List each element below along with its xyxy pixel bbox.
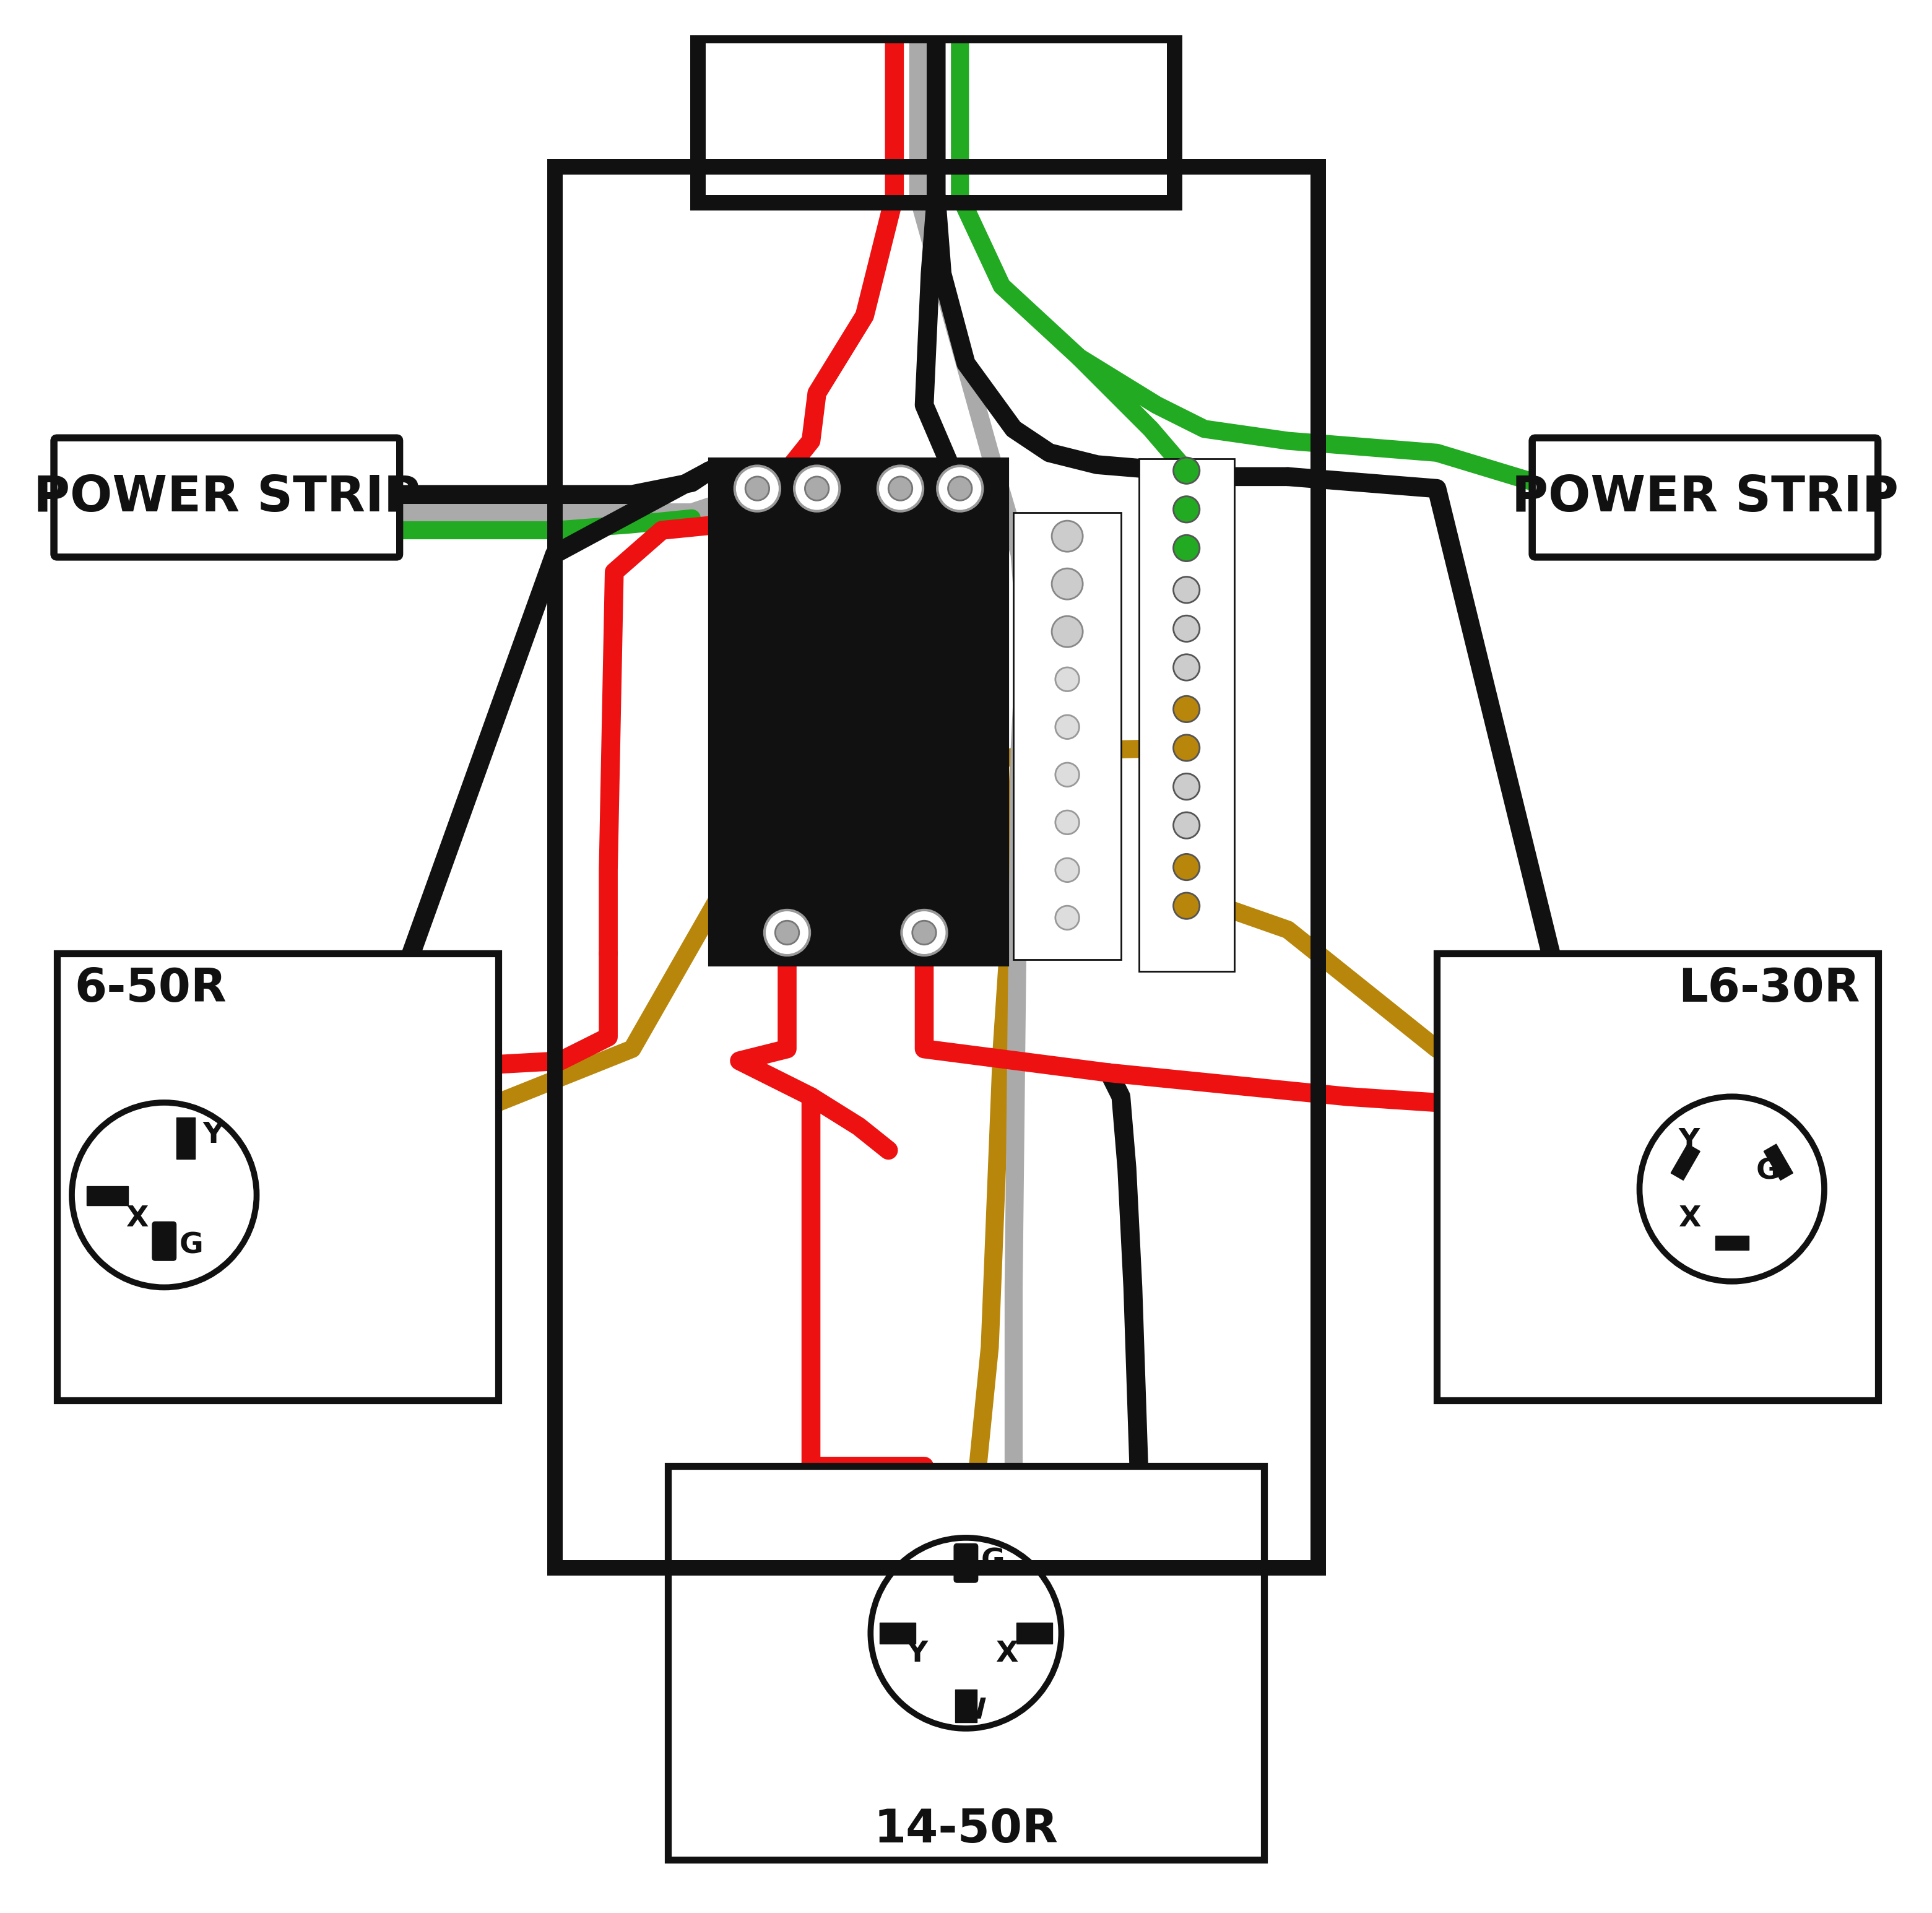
- Circle shape: [949, 476, 972, 501]
- Circle shape: [902, 911, 947, 955]
- Circle shape: [1051, 616, 1082, 647]
- Circle shape: [1173, 495, 1200, 522]
- Circle shape: [1051, 520, 1082, 551]
- Circle shape: [1055, 763, 1080, 786]
- Circle shape: [1173, 735, 1200, 761]
- Circle shape: [937, 467, 983, 511]
- FancyBboxPatch shape: [697, 36, 1175, 203]
- Bar: [87, 1186, 128, 1205]
- Circle shape: [1055, 859, 1080, 882]
- FancyBboxPatch shape: [1138, 459, 1235, 972]
- Circle shape: [775, 920, 800, 945]
- Text: G: G: [180, 1232, 203, 1259]
- Text: X: X: [126, 1205, 149, 1232]
- FancyBboxPatch shape: [668, 1465, 1264, 1859]
- Circle shape: [871, 1538, 1061, 1729]
- Circle shape: [1173, 457, 1200, 484]
- Bar: [1016, 1622, 1053, 1643]
- Circle shape: [746, 476, 769, 501]
- Circle shape: [765, 911, 810, 955]
- Circle shape: [1173, 893, 1200, 918]
- Circle shape: [877, 467, 923, 511]
- Circle shape: [794, 467, 840, 511]
- Text: POWER STRIP: POWER STRIP: [33, 473, 419, 522]
- Circle shape: [1640, 1096, 1824, 1282]
- FancyBboxPatch shape: [153, 1222, 176, 1261]
- Text: 14-50R: 14-50R: [873, 1808, 1059, 1852]
- Text: G: G: [1756, 1157, 1779, 1184]
- Circle shape: [1055, 907, 1080, 930]
- FancyBboxPatch shape: [954, 1544, 978, 1582]
- FancyBboxPatch shape: [1437, 953, 1878, 1400]
- Circle shape: [1055, 715, 1080, 738]
- Bar: [954, 1689, 978, 1722]
- Text: W: W: [954, 1697, 985, 1724]
- Text: G: G: [981, 1548, 1005, 1576]
- Bar: [1764, 1144, 1793, 1180]
- Circle shape: [1173, 853, 1200, 880]
- FancyBboxPatch shape: [56, 953, 498, 1400]
- Bar: [1671, 1144, 1700, 1180]
- Circle shape: [806, 476, 829, 501]
- Circle shape: [1055, 524, 1080, 549]
- Circle shape: [734, 467, 781, 511]
- FancyBboxPatch shape: [1014, 513, 1121, 960]
- Text: X: X: [1679, 1205, 1700, 1232]
- Circle shape: [912, 920, 937, 945]
- Circle shape: [71, 1102, 257, 1287]
- Circle shape: [1173, 813, 1200, 838]
- Bar: [1716, 1236, 1748, 1249]
- Text: Y: Y: [203, 1121, 224, 1150]
- Text: 6-50R: 6-50R: [75, 966, 226, 1012]
- Circle shape: [1055, 572, 1080, 595]
- Bar: [879, 1622, 916, 1643]
- Circle shape: [1173, 536, 1200, 561]
- Circle shape: [1055, 811, 1080, 834]
- Circle shape: [1055, 668, 1080, 691]
- Circle shape: [889, 476, 912, 501]
- FancyBboxPatch shape: [709, 459, 1009, 966]
- Circle shape: [1051, 568, 1082, 599]
- Circle shape: [1173, 616, 1200, 641]
- Circle shape: [1055, 620, 1080, 643]
- Text: Y: Y: [906, 1639, 927, 1668]
- Circle shape: [1173, 696, 1200, 723]
- FancyBboxPatch shape: [554, 166, 1318, 1567]
- Bar: [176, 1117, 195, 1159]
- Text: Y: Y: [1679, 1127, 1700, 1155]
- Circle shape: [1173, 654, 1200, 681]
- Text: L6-30R: L6-30R: [1679, 966, 1861, 1012]
- FancyBboxPatch shape: [1532, 438, 1878, 557]
- Text: POWER STRIP: POWER STRIP: [1511, 473, 1899, 522]
- Circle shape: [1173, 576, 1200, 603]
- FancyBboxPatch shape: [54, 438, 400, 557]
- Text: X: X: [995, 1639, 1018, 1668]
- Circle shape: [1173, 773, 1200, 800]
